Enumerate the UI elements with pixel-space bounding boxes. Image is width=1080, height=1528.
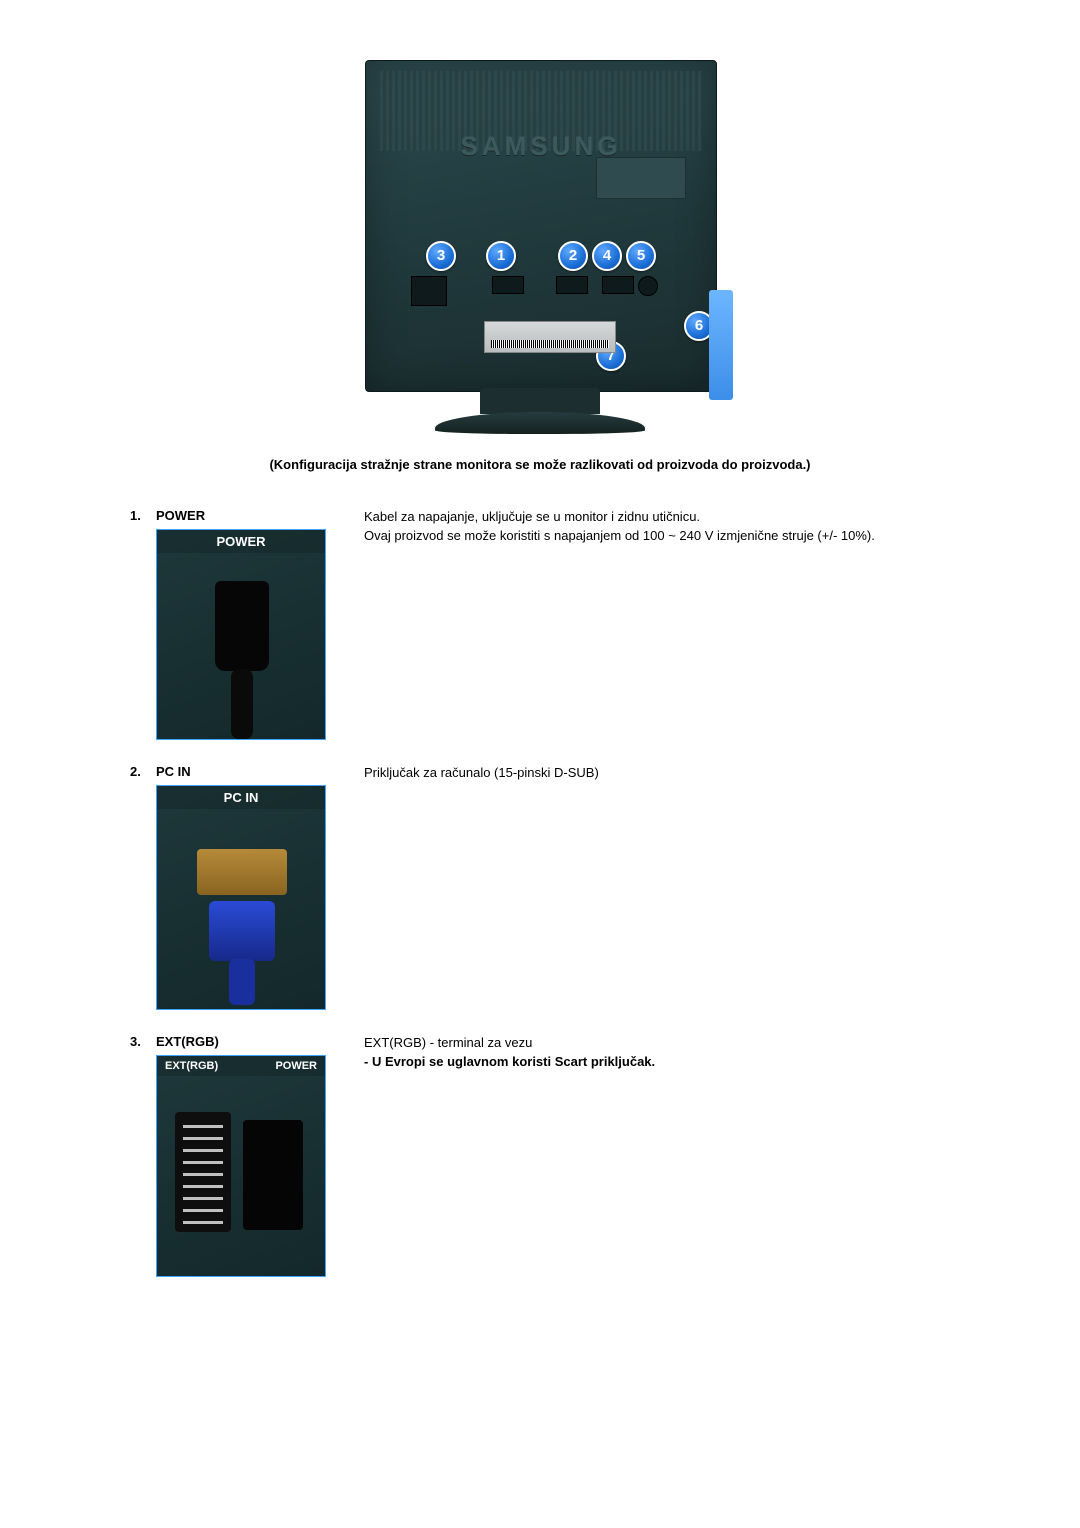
scart-plug-graphic — [243, 1120, 303, 1230]
page: SAMSUNG 3 1 2 4 5 6 7 — [130, 0, 950, 1341]
ports-row — [406, 276, 676, 296]
rating-label-plate — [484, 321, 616, 353]
hero-caption: (Konfiguracija stražnje strane monitora … — [130, 457, 950, 472]
desc-line: Ovaj proizvod se može koristiti s napaja… — [364, 527, 950, 546]
stand-neck — [480, 388, 600, 414]
thumb-body — [157, 553, 325, 739]
badge-1: 1 — [486, 241, 516, 271]
thumb-title: PC IN — [157, 786, 325, 809]
thumb-title-right: POWER — [275, 1060, 317, 1072]
desc-line: Kabel za napajanje, uključuje se u monit… — [364, 508, 950, 527]
port-pcin — [556, 276, 588, 294]
vga-plug-graphic — [209, 901, 275, 961]
badge-3: 3 — [426, 241, 456, 271]
thumb-pcin: PC IN — [156, 785, 326, 1010]
section-heading: EXT(RGB) — [156, 1034, 356, 1049]
port-aux2 — [638, 276, 658, 296]
port-scart — [411, 276, 447, 306]
thumb-body — [157, 1076, 325, 1276]
desc-line: Priključak za računalo (15-pinski D-SUB) — [364, 764, 950, 783]
spec-sticker — [596, 157, 686, 199]
thumb-extrgb: EXT(RGB) POWER — [156, 1055, 326, 1277]
monitor-body: SAMSUNG 3 1 2 4 5 6 7 — [365, 60, 717, 392]
section-pcin: 2. PC IN PC IN Priključak za računalo (1… — [130, 764, 950, 1010]
thumb-title: POWER — [157, 530, 325, 553]
section-left: PC IN PC IN — [156, 764, 356, 1010]
vga-port-graphic — [197, 849, 287, 895]
section-desc: Priključak za računalo (15-pinski D-SUB) — [356, 764, 950, 783]
section-power: 1. POWER POWER Kabel za napajanje, uklju… — [130, 508, 950, 740]
port-power — [492, 276, 524, 294]
section-number: 3. — [130, 1034, 156, 1049]
port-aux1 — [602, 276, 634, 294]
section-heading: POWER — [156, 508, 356, 523]
section-number: 1. — [130, 508, 156, 523]
monitor-rear-diagram: SAMSUNG 3 1 2 4 5 6 7 — [355, 60, 725, 440]
thumb-body — [157, 809, 325, 1009]
thumb-power: POWER — [156, 529, 326, 740]
section-desc: Kabel za napajanje, uključuje se u monit… — [356, 508, 950, 546]
section-left: EXT(RGB) EXT(RGB) POWER — [156, 1034, 356, 1277]
desc-line-bold: - U Evropi se uglavnom koristi Scart pri… — [364, 1053, 950, 1072]
section-left: POWER POWER — [156, 508, 356, 740]
desc-line: EXT(RGB) - terminal za vezu — [364, 1034, 950, 1053]
section-number: 2. — [130, 764, 156, 779]
badge-4: 4 — [592, 241, 622, 271]
section-extrgb: 3. EXT(RGB) EXT(RGB) POWER EXT(RGB) - te… — [130, 1034, 950, 1277]
power-plug-graphic — [215, 581, 269, 671]
thumb-title-left: EXT(RGB) — [165, 1060, 218, 1072]
badge-5: 5 — [626, 241, 656, 271]
thumb-title-row: EXT(RGB) POWER — [157, 1056, 325, 1076]
scart-socket-graphic — [175, 1112, 231, 1232]
section-desc: EXT(RGB) - terminal za vezu - U Evropi s… — [356, 1034, 950, 1072]
stand-base — [435, 412, 645, 434]
hero-image-wrap: SAMSUNG 3 1 2 4 5 6 7 — [130, 60, 950, 443]
side-highlight-strip — [709, 290, 733, 400]
badge-2: 2 — [558, 241, 588, 271]
section-heading: PC IN — [156, 764, 356, 779]
